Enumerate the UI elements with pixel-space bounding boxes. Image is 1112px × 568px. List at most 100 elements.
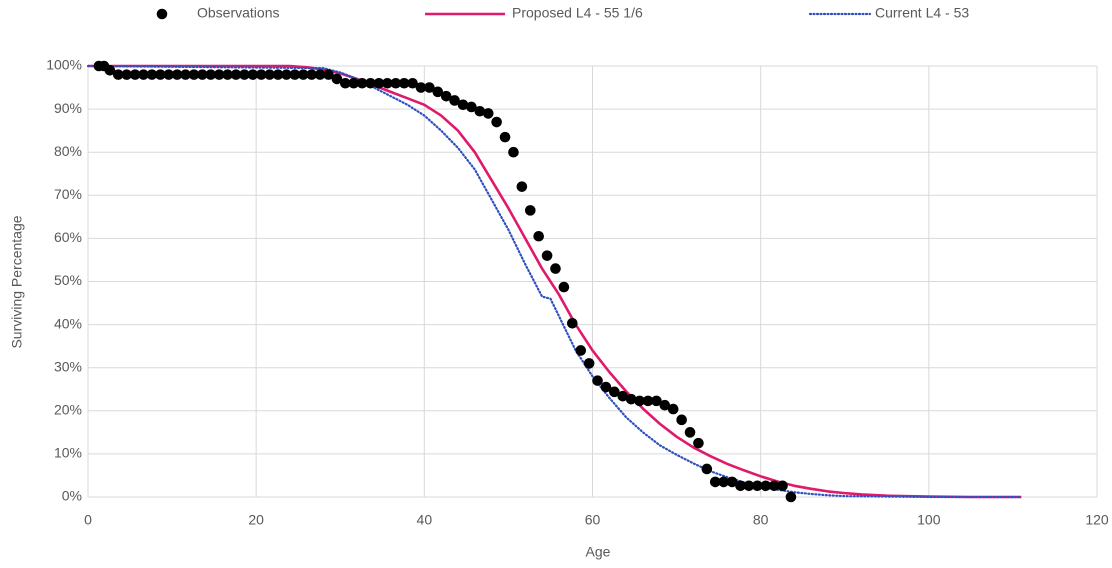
point [449,95,460,106]
point [567,318,578,329]
point [331,73,343,85]
x-tick-label: 60 [585,512,601,528]
point [129,69,141,80]
y-tick-label: 100% [46,57,82,73]
point [785,491,797,503]
y-axis-title: Surviving Percentage [9,215,25,348]
point [743,480,755,492]
x-tick-label: 100 [917,512,941,528]
y-tick-label: 30% [54,358,82,374]
point [415,82,427,93]
point [609,386,620,398]
point [625,393,637,405]
y-tick-label: 80% [54,143,82,159]
point [264,69,275,80]
point [592,375,603,386]
point [634,395,645,407]
y-tick-label: 90% [54,100,82,116]
point [508,146,519,158]
point [155,69,166,80]
point [255,69,267,80]
point [424,82,435,93]
legend-marker [156,8,168,20]
point [541,250,553,261]
point [382,77,393,89]
point [651,395,662,407]
point [121,69,132,80]
point [365,77,376,89]
point [373,77,385,89]
point [642,395,654,407]
point [550,263,561,274]
y-tick-label: 60% [54,229,82,245]
point [138,69,149,80]
point [752,480,763,492]
point [306,69,317,80]
point [230,69,242,80]
x-tick-label: 0 [84,512,92,528]
point [777,480,788,492]
point [163,69,175,80]
point [516,181,528,192]
point [272,69,284,80]
point [659,399,671,411]
point [348,77,360,89]
point [297,69,309,80]
x-tick-label: 40 [417,512,433,528]
point [239,69,250,80]
point [726,476,738,488]
point [466,101,477,113]
point [768,480,780,492]
point [718,476,729,488]
legend-label: Current L4 - 53 [875,5,969,21]
point [709,476,721,488]
y-tick-label: 40% [54,315,82,331]
point [693,437,704,449]
point [222,69,233,80]
point [180,69,191,80]
point [247,69,259,80]
point [197,69,208,80]
point [356,77,368,89]
point [491,116,502,128]
point [281,69,292,80]
point [667,403,679,415]
point [457,99,469,111]
point [171,69,183,80]
point [213,69,225,80]
legend-label: Observations [197,5,279,21]
point [558,281,570,293]
point [583,358,595,369]
point [575,345,587,356]
y-tick-label: 10% [54,445,82,461]
point [617,390,629,402]
point [432,86,444,98]
x-tick-label: 20 [248,512,264,528]
y-tick-label: 70% [54,186,82,202]
x-axis-title: Age [586,544,611,560]
point [390,77,402,89]
point [398,77,410,89]
point [289,69,301,80]
legend-label: Proposed L4 - 55 1/6 [512,5,643,21]
point [440,90,452,102]
point [205,69,217,80]
point [407,77,418,89]
point [323,69,334,80]
point [760,480,772,492]
y-tick-label: 50% [54,272,82,288]
point [684,427,696,438]
point [524,205,536,216]
point [499,131,511,143]
point [112,69,124,80]
point [474,105,486,117]
x-tick-label: 80 [753,512,769,528]
point [533,230,544,242]
y-tick-label: 0% [62,488,82,504]
point [188,69,200,80]
y-tick-label: 20% [54,402,82,418]
point [104,65,116,76]
x-tick-label: 120 [1085,512,1109,528]
point [735,480,746,492]
